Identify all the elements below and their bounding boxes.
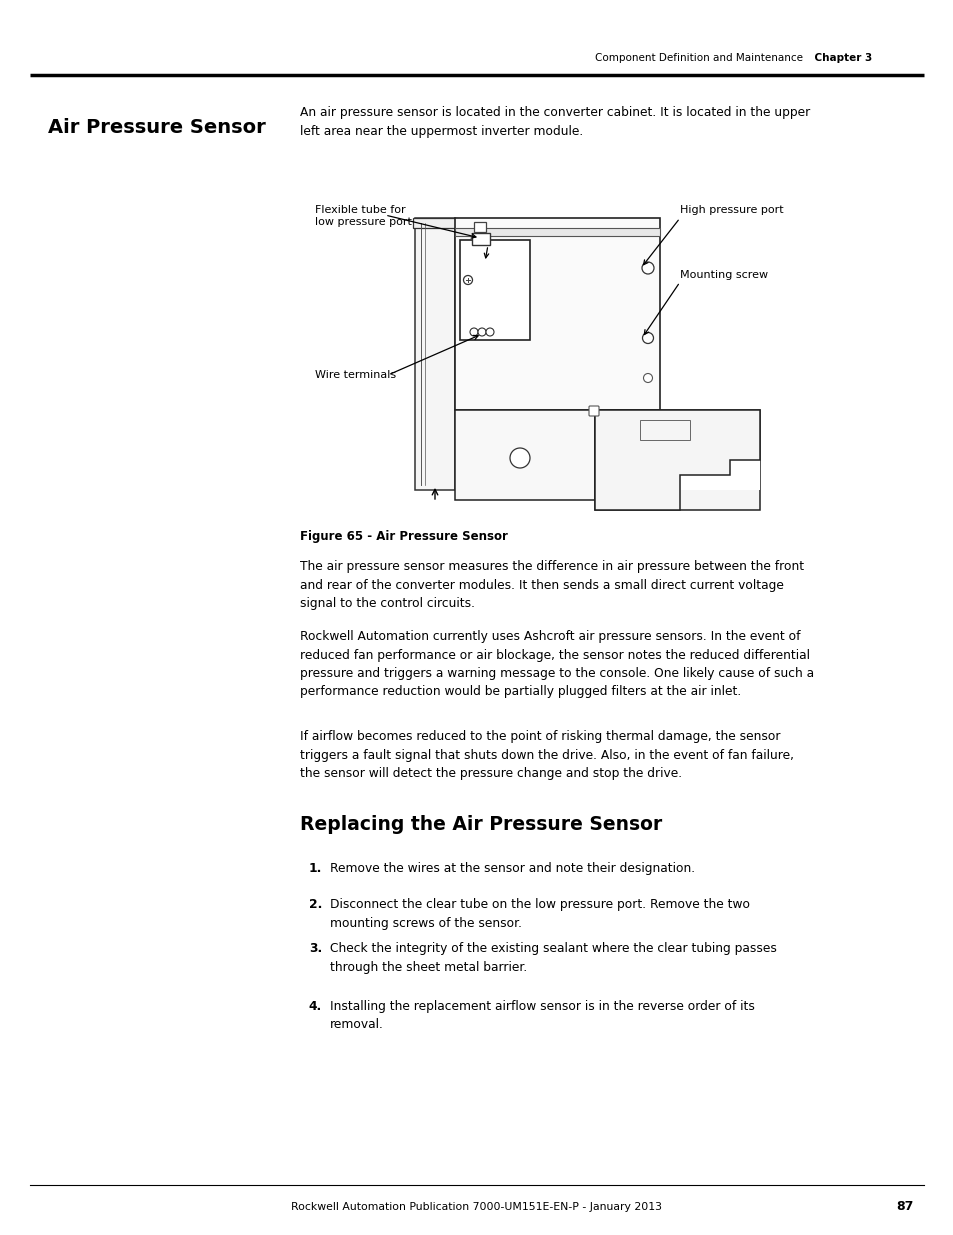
Circle shape: [641, 262, 654, 274]
Circle shape: [643, 373, 652, 383]
Circle shape: [470, 329, 477, 336]
Bar: [455, 228, 659, 236]
Bar: [413, 219, 456, 228]
Circle shape: [641, 332, 653, 343]
Bar: [455, 410, 595, 500]
Text: The air pressure sensor measures the difference in air pressure between the fron: The air pressure sensor measures the dif…: [299, 559, 803, 610]
Text: If airflow becomes reduced to the point of risking thermal damage, the sensor
tr: If airflow becomes reduced to the point …: [299, 730, 793, 781]
Text: Rockwell Automation Publication 7000-UM151E-EN-P - January 2013: Rockwell Automation Publication 7000-UM1…: [292, 1202, 661, 1212]
Bar: [639, 420, 689, 440]
Text: 3.: 3.: [309, 942, 322, 955]
Text: Wire terminals: Wire terminals: [314, 370, 395, 380]
Text: 2.: 2.: [309, 898, 322, 911]
Bar: [655, 410, 760, 466]
Text: Remove the wires at the sensor and note their designation.: Remove the wires at the sensor and note …: [330, 862, 695, 876]
Bar: [455, 219, 659, 410]
Text: Figure 65 - Air Pressure Sensor: Figure 65 - Air Pressure Sensor: [299, 530, 507, 543]
Circle shape: [463, 275, 472, 284]
Circle shape: [477, 329, 485, 336]
Text: 4.: 4.: [309, 1000, 322, 1013]
Text: Flexible tube for
low pressure port: Flexible tube for low pressure port: [314, 205, 412, 226]
Text: Check the integrity of the existing sealant where the clear tubing passes
throug: Check the integrity of the existing seal…: [330, 942, 776, 973]
Bar: [474, 222, 485, 232]
Bar: [595, 410, 760, 510]
Text: High pressure port: High pressure port: [679, 205, 782, 215]
Text: Installing the replacement airflow sensor is in the reverse order of its
removal: Installing the replacement airflow senso…: [330, 1000, 754, 1031]
Text: Chapter 3: Chapter 3: [800, 53, 871, 63]
Bar: [415, 219, 455, 490]
Text: Mounting screw: Mounting screw: [679, 270, 767, 280]
Bar: [459, 240, 530, 340]
Text: Replacing the Air Pressure Sensor: Replacing the Air Pressure Sensor: [299, 815, 661, 834]
Bar: [629, 410, 760, 490]
Text: Disconnect the clear tube on the low pressure port. Remove the two
mounting scre: Disconnect the clear tube on the low pre…: [330, 898, 749, 930]
Text: 1.: 1.: [309, 862, 322, 876]
Text: Component Definition and Maintenance: Component Definition and Maintenance: [595, 53, 802, 63]
Text: An air pressure sensor is located in the converter cabinet. It is located in the: An air pressure sensor is located in the…: [299, 106, 809, 137]
Text: 87: 87: [896, 1200, 913, 1214]
Circle shape: [510, 448, 530, 468]
FancyBboxPatch shape: [588, 406, 598, 416]
Bar: [472, 233, 490, 245]
Text: Air Pressure Sensor: Air Pressure Sensor: [48, 119, 266, 137]
Text: Rockwell Automation currently uses Ashcroft air pressure sensors. In the event o: Rockwell Automation currently uses Ashcr…: [299, 630, 813, 699]
Circle shape: [485, 329, 494, 336]
Polygon shape: [595, 410, 760, 510]
